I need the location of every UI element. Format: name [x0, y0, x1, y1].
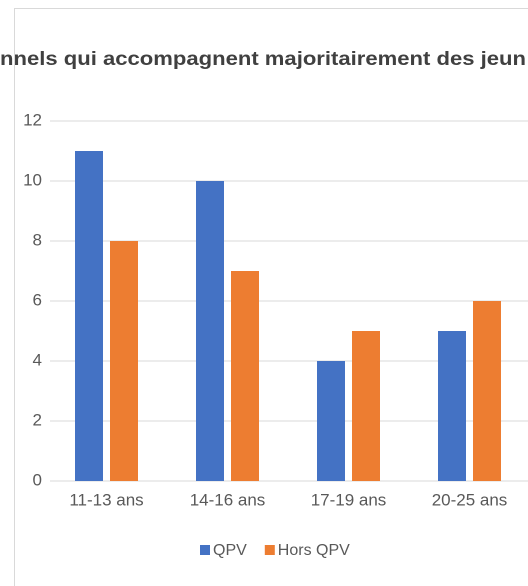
y-tick-label: 2: [33, 410, 42, 429]
y-tick-label: 10: [23, 170, 42, 189]
x-tick-label: 14-16 ans: [190, 490, 266, 509]
y-tick-label: 6: [33, 290, 42, 309]
y-tick-label: 0: [33, 470, 42, 489]
bar: [352, 331, 380, 481]
chart-title: nnels qui accompagnent majoritairement d…: [0, 49, 526, 70]
y-tick-label: 4: [33, 350, 42, 369]
legend-label: Hors QPV: [278, 542, 350, 559]
y-tick-label: 12: [23, 110, 42, 129]
legend-label: QPV: [213, 542, 247, 559]
x-tick-label: 17-19 ans: [311, 490, 387, 509]
legend-swatch: [200, 545, 210, 555]
legend-swatch: [264, 545, 275, 555]
bar: [438, 331, 466, 481]
bar: [473, 301, 501, 481]
bar: [110, 241, 138, 481]
y-tick-label: 8: [33, 230, 42, 249]
x-tick-label: 11-13 ans: [69, 490, 143, 509]
bar: [317, 361, 345, 481]
x-tick-label: 20-25 ans: [432, 490, 508, 509]
bar: [75, 151, 103, 481]
bar: [231, 271, 259, 481]
bar: [196, 181, 224, 481]
